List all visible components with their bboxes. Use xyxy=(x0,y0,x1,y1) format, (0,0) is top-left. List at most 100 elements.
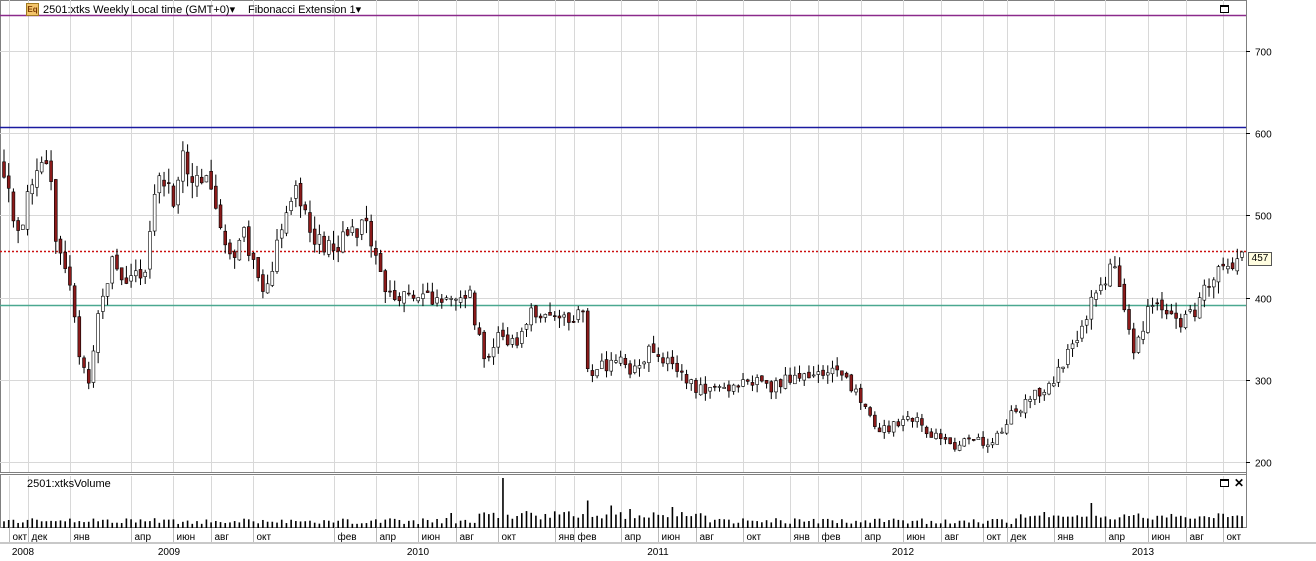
candle xyxy=(331,230,336,260)
candle xyxy=(835,357,839,377)
candle xyxy=(16,217,20,244)
candle xyxy=(1179,313,1183,333)
volume-bar xyxy=(1001,519,1003,528)
candle xyxy=(477,322,482,336)
candle-body xyxy=(1146,306,1150,333)
candle xyxy=(609,352,613,376)
candle-body xyxy=(54,179,58,242)
volume-panel-title: 2501:xtksVolume xyxy=(27,478,111,490)
candle xyxy=(684,369,689,390)
candle-body xyxy=(138,269,143,279)
candle-body xyxy=(435,297,439,304)
candle xyxy=(873,411,877,430)
maximize-icon[interactable] xyxy=(1220,479,1229,487)
volume-bar xyxy=(323,520,325,528)
candle xyxy=(378,249,383,272)
candle xyxy=(284,205,289,237)
volume-bar xyxy=(1203,516,1206,528)
candle-body xyxy=(322,235,326,253)
candle xyxy=(68,255,72,291)
indicator-label[interactable]: Fibonacci Extension 1▾ xyxy=(248,2,361,18)
candle-body xyxy=(595,369,599,377)
candle-body xyxy=(581,310,585,313)
candle xyxy=(138,259,143,286)
volume-bar xyxy=(464,519,467,528)
candle xyxy=(204,174,209,183)
symbol-info[interactable]: 2501:xtks Weekly Local time (GMT+0)▾ xyxy=(43,2,235,18)
candle xyxy=(783,367,788,390)
x-tick-label: янв xyxy=(559,532,575,543)
candle xyxy=(1066,344,1070,369)
candle xyxy=(430,282,435,306)
volume-bar xyxy=(502,478,504,528)
volume-bar xyxy=(45,521,48,528)
candle-body xyxy=(105,283,110,297)
candle xyxy=(491,338,496,365)
candle xyxy=(1155,298,1160,311)
candle-body xyxy=(440,298,444,303)
volume-bar xyxy=(1194,518,1196,528)
candle-body xyxy=(774,380,778,393)
candle xyxy=(854,384,858,396)
candle xyxy=(1094,289,1098,307)
candle xyxy=(49,150,53,191)
volume-bar xyxy=(1043,512,1046,528)
fibonacci-lines[interactable] xyxy=(0,14,1246,307)
candle xyxy=(675,355,679,378)
candle xyxy=(1197,292,1202,319)
chevron-down-icon[interactable]: ▾ xyxy=(229,4,236,16)
candle-body xyxy=(920,418,924,426)
candle xyxy=(1000,427,1004,434)
candle-body xyxy=(430,291,435,305)
candle xyxy=(214,174,218,210)
candle-body xyxy=(416,297,420,302)
volume-bar xyxy=(817,523,820,528)
candle-body xyxy=(1033,389,1037,400)
volume-bar xyxy=(1062,516,1064,528)
candle-body xyxy=(1042,392,1047,396)
candle-body xyxy=(204,175,209,183)
candle-body xyxy=(1089,296,1094,320)
close-icon[interactable]: ✕ xyxy=(1234,476,1245,490)
candle xyxy=(397,292,402,307)
candle xyxy=(882,419,887,439)
candle-body xyxy=(166,182,171,184)
candle-body xyxy=(576,309,581,320)
volume-bar xyxy=(167,519,170,528)
candle xyxy=(312,216,317,253)
year-label: 2011 xyxy=(647,547,669,558)
volume-bar xyxy=(271,521,274,528)
volume-bar xyxy=(883,521,886,528)
candle-body xyxy=(891,421,896,433)
chevron-down-icon[interactable]: ▾ xyxy=(355,4,362,16)
candle xyxy=(1028,395,1032,409)
candle-body xyxy=(953,442,957,450)
volume-bar xyxy=(775,518,777,528)
candle xyxy=(642,360,646,369)
y-tick-label: 300 xyxy=(1255,377,1272,388)
volume-bar xyxy=(455,523,457,528)
volume-bar xyxy=(789,523,791,528)
candle xyxy=(11,188,16,228)
candle-body xyxy=(1084,319,1089,326)
volume-bar xyxy=(761,522,763,528)
volume-bar xyxy=(591,516,594,528)
candle-body xyxy=(567,312,571,323)
volume-bar xyxy=(69,518,71,528)
equity-icon[interactable]: Eq xyxy=(26,3,39,16)
candle-body xyxy=(72,285,77,318)
volume-bar xyxy=(497,518,500,528)
candle xyxy=(1042,389,1047,401)
candle-body xyxy=(284,212,289,234)
candle xyxy=(1108,258,1112,288)
candle xyxy=(1075,330,1080,348)
maximize-icon[interactable] xyxy=(1220,5,1229,13)
candle-body xyxy=(30,184,35,195)
candle xyxy=(896,418,901,428)
candle xyxy=(1004,419,1009,435)
candle xyxy=(1080,320,1084,342)
candle xyxy=(830,360,835,383)
candle xyxy=(995,430,999,445)
